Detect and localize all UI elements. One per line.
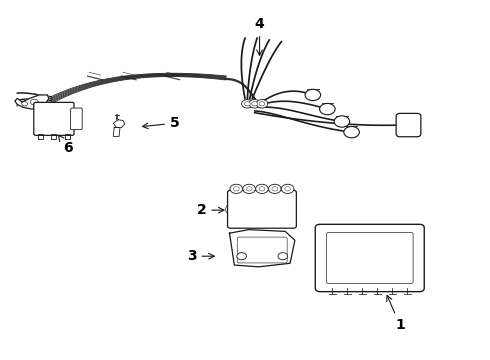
Circle shape (233, 187, 239, 191)
FancyBboxPatch shape (237, 237, 287, 263)
Circle shape (285, 187, 291, 191)
Text: 1: 1 (387, 295, 405, 332)
Polygon shape (113, 127, 120, 136)
Circle shape (269, 184, 281, 193)
Text: 3: 3 (187, 249, 214, 263)
FancyBboxPatch shape (326, 233, 413, 283)
Circle shape (237, 253, 246, 260)
Circle shape (334, 116, 350, 127)
Circle shape (256, 184, 268, 193)
Text: 6: 6 (58, 135, 73, 155)
FancyBboxPatch shape (396, 113, 421, 137)
Circle shape (278, 253, 288, 260)
FancyBboxPatch shape (227, 190, 296, 228)
Circle shape (252, 102, 258, 106)
Polygon shape (113, 120, 125, 127)
Circle shape (230, 184, 243, 193)
FancyBboxPatch shape (34, 102, 74, 135)
Circle shape (249, 100, 261, 108)
Circle shape (30, 99, 38, 105)
Circle shape (272, 187, 278, 191)
FancyBboxPatch shape (71, 108, 82, 130)
Circle shape (246, 187, 252, 191)
Circle shape (259, 102, 265, 106)
Polygon shape (229, 230, 295, 267)
Text: 5: 5 (143, 116, 180, 130)
Circle shape (259, 187, 265, 191)
Circle shape (256, 100, 268, 108)
Circle shape (245, 102, 250, 106)
Circle shape (305, 89, 320, 100)
Circle shape (344, 126, 359, 138)
Circle shape (281, 184, 294, 193)
Text: 2: 2 (196, 203, 224, 217)
FancyBboxPatch shape (315, 224, 424, 292)
Text: 4: 4 (255, 17, 265, 55)
Circle shape (319, 103, 335, 115)
Circle shape (243, 184, 255, 193)
Polygon shape (15, 95, 49, 109)
Circle shape (242, 100, 253, 108)
Circle shape (22, 102, 27, 106)
